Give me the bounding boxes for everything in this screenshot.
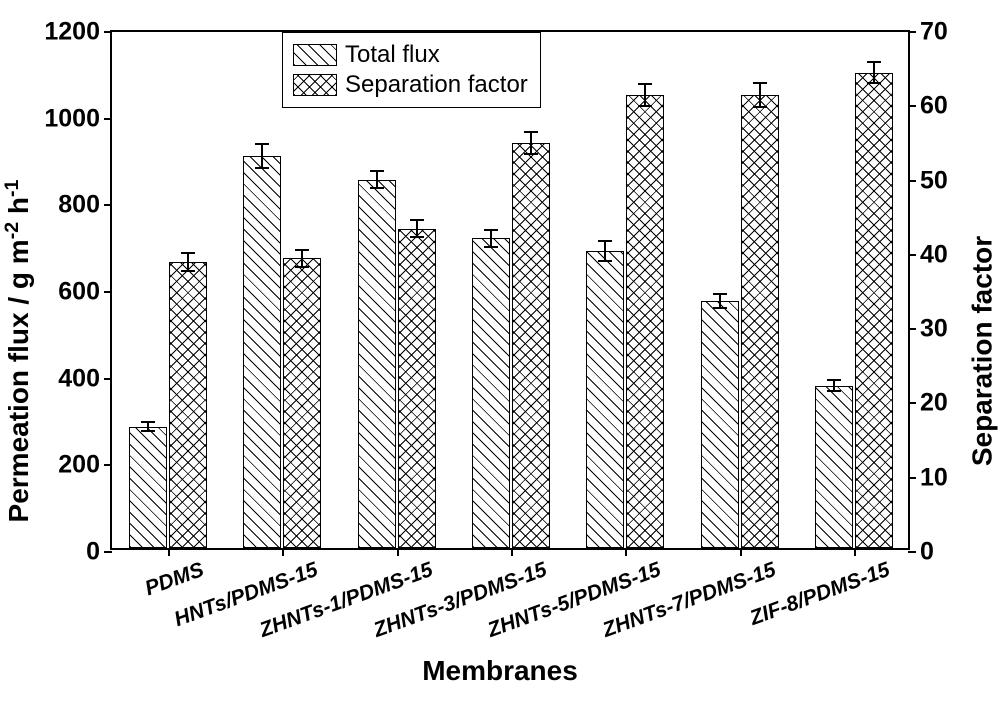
ytick-right [908, 551, 916, 553]
ytick-left-label: 400 [58, 364, 100, 393]
ytick-left [104, 551, 112, 553]
xtick [854, 548, 856, 556]
bar-total-flux [243, 156, 281, 548]
bar-total-flux [815, 386, 853, 549]
xtick [625, 548, 627, 556]
bar-separation-factor [283, 258, 321, 548]
ytick-left-label: 200 [58, 451, 100, 480]
bar-separation-factor [398, 229, 436, 548]
bar-total-flux [701, 301, 739, 548]
error-bar [416, 219, 418, 238]
xtick-label: ZHNTs-7/PDMS-15 [583, 558, 779, 649]
legend-label: Separation factor [345, 71, 528, 99]
error-bar [301, 249, 303, 268]
ytick-left-label: 1000 [44, 104, 100, 133]
xtick-label: PDMS [11, 558, 207, 649]
xtick [511, 548, 513, 556]
ytick-left-label: 1200 [44, 18, 100, 47]
ytick-left-label: 800 [58, 191, 100, 220]
ytick-right [908, 105, 916, 107]
error-bar [719, 293, 721, 309]
xtick [168, 548, 170, 556]
ytick-left [104, 31, 112, 33]
ytick-right [908, 328, 916, 330]
ytick-right [908, 477, 916, 479]
xtick-label: ZIF-8/PDMS-15 [697, 558, 893, 649]
xtick [740, 548, 742, 556]
error-bar [187, 252, 189, 271]
xtick-label: ZHNTs-3/PDMS-15 [354, 558, 550, 649]
xtick-label: HNTs/PDMS-15 [125, 558, 321, 649]
y-axis-right-title: Separation factor [966, 236, 998, 466]
error-bar [644, 83, 646, 107]
xtick-label: ZHNTs-5/PDMS-15 [468, 558, 664, 649]
bar-separation-factor [169, 262, 207, 548]
ytick-right [908, 31, 916, 33]
xtick [282, 548, 284, 556]
bar-separation-factor [855, 73, 893, 548]
bar-total-flux [129, 427, 167, 548]
y-axis-left-title: Permeation flux / g m-2 h-1 [1, 180, 35, 523]
error-bar [261, 143, 263, 169]
bar-separation-factor [626, 95, 664, 548]
ytick-right-label: 40 [920, 240, 948, 269]
ytick-right-label: 60 [920, 92, 948, 121]
xtick-label: ZHNTs-1/PDMS-15 [240, 558, 436, 649]
bar-separation-factor [512, 143, 550, 548]
ytick-left-label: 0 [86, 538, 100, 567]
ytick-right [908, 402, 916, 404]
legend: Total flux Separation factor [282, 32, 541, 108]
bar-chart: Permeation flux / g m-2 h-1 Separation f… [0, 0, 1000, 702]
bar-total-flux [472, 238, 510, 548]
ytick-right-label: 70 [920, 18, 948, 47]
error-bar [147, 421, 149, 431]
error-bar [759, 82, 761, 109]
ytick-left [104, 118, 112, 120]
error-bar [833, 379, 835, 391]
error-bar [604, 240, 606, 262]
ytick-right-label: 50 [920, 166, 948, 195]
error-bar [490, 229, 492, 248]
legend-label: Total flux [345, 41, 440, 69]
x-axis-title: Membranes [422, 655, 578, 687]
xtick [397, 548, 399, 556]
legend-item: Total flux [293, 41, 528, 69]
legend-swatch-hatch [293, 44, 337, 66]
ytick-left [104, 378, 112, 380]
ytick-left [104, 291, 112, 293]
ytick-left [104, 204, 112, 206]
plot-area: Total flux Separation factor 02004006008… [110, 30, 910, 550]
bar-total-flux [358, 180, 396, 548]
legend-swatch-cross [293, 74, 337, 96]
ytick-right-label: 10 [920, 463, 948, 492]
ytick-right-label: 0 [920, 538, 934, 567]
bar-total-flux [586, 251, 624, 548]
ytick-left-label: 600 [58, 278, 100, 307]
ytick-right [908, 254, 916, 256]
error-bar [873, 61, 875, 85]
ytick-right [908, 180, 916, 182]
error-bar [530, 131, 532, 155]
ytick-left [104, 464, 112, 466]
legend-item: Separation factor [293, 71, 528, 99]
ytick-right-label: 30 [920, 315, 948, 344]
bar-separation-factor [741, 95, 779, 548]
ytick-right-label: 20 [920, 389, 948, 418]
error-bar [376, 170, 378, 189]
